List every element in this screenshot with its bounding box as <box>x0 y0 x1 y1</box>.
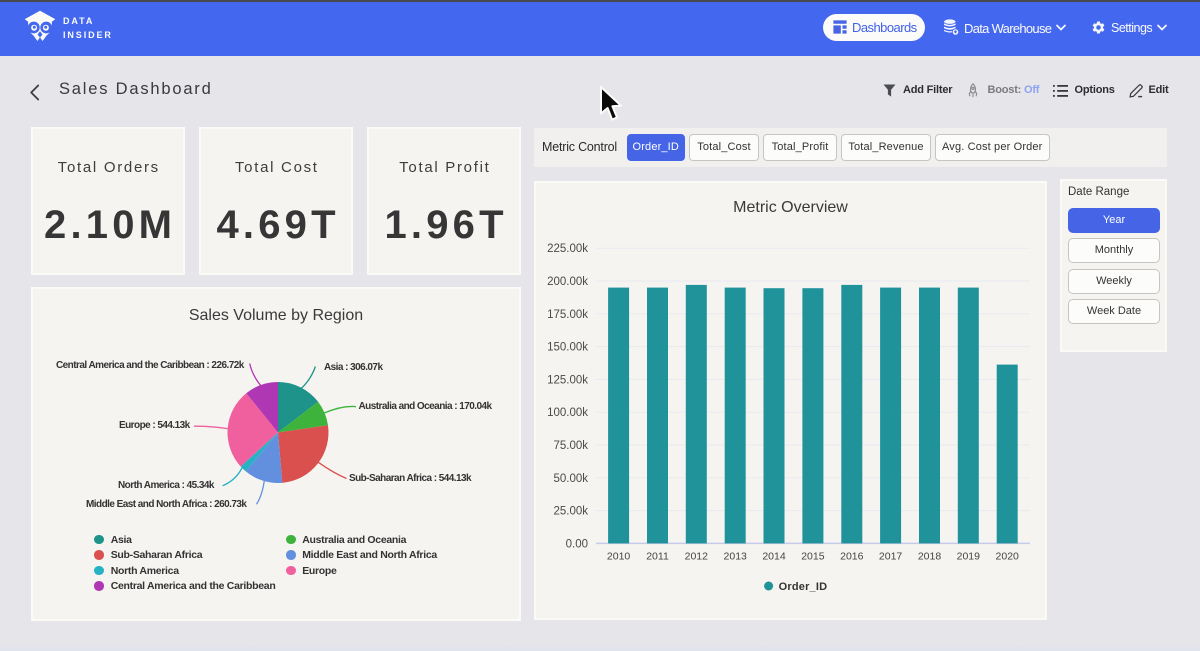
svg-text:2015: 2015 <box>801 551 825 563</box>
svg-text:25.00k: 25.00k <box>553 506 588 518</box>
svg-text:2017: 2017 <box>879 551 903 563</box>
svg-text:175.00k: 175.00k <box>547 309 588 321</box>
svg-text:150.00k: 150.00k <box>547 342 588 354</box>
svg-text:75.00k: 75.00k <box>553 440 588 452</box>
svg-text:2010: 2010 <box>607 551 631 563</box>
svg-text:200.00k: 200.00k <box>547 276 588 288</box>
svg-text:2018: 2018 <box>918 551 942 563</box>
svg-text:2011: 2011 <box>646 551 669 563</box>
svg-text:125.00k: 125.00k <box>547 374 588 386</box>
svg-text:2016: 2016 <box>840 551 864 563</box>
svg-text:100.00k: 100.00k <box>547 407 588 419</box>
svg-text:50.00k: 50.00k <box>553 473 588 485</box>
svg-text:2020: 2020 <box>996 551 1020 563</box>
svg-text:2013: 2013 <box>724 551 748 563</box>
svg-text:225.00k: 225.00k <box>547 243 588 255</box>
svg-text:0.00: 0.00 <box>566 538 588 550</box>
svg-text:2019: 2019 <box>957 551 981 563</box>
svg-text:2012: 2012 <box>685 551 709 563</box>
svg-text:Order_ID: Order_ID <box>779 581 828 593</box>
svg-text:2014: 2014 <box>762 551 786 563</box>
